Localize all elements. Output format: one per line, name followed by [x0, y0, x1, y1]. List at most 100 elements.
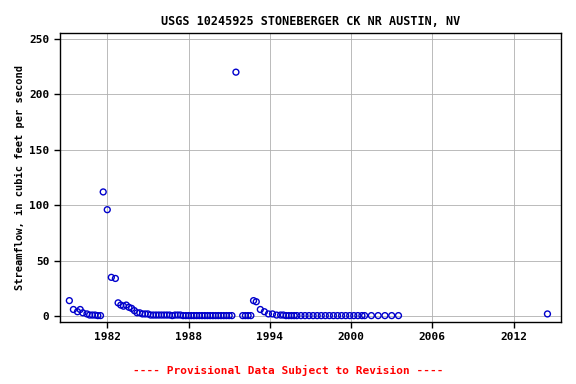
Point: [160, 312, 169, 318]
Point: [543, 311, 552, 317]
Point: [268, 311, 277, 317]
Point: [73, 309, 82, 315]
Point: [225, 313, 234, 319]
Point: [85, 312, 94, 318]
Point: [219, 313, 228, 319]
Point: [357, 313, 366, 319]
Point: [241, 313, 250, 319]
Point: [244, 313, 253, 319]
Title: USGS 10245925 STONEBERGER CK NR AUSTIN, NV: USGS 10245925 STONEBERGER CK NR AUSTIN, …: [161, 15, 460, 28]
Point: [238, 313, 247, 319]
Point: [217, 313, 226, 319]
Point: [65, 298, 74, 304]
Point: [232, 69, 241, 75]
Point: [203, 313, 212, 319]
Point: [75, 306, 85, 313]
Point: [135, 310, 145, 316]
Point: [149, 312, 158, 318]
Point: [272, 312, 281, 318]
Point: [337, 313, 346, 319]
Point: [154, 312, 164, 318]
Point: [367, 313, 376, 319]
Point: [190, 313, 199, 319]
Point: [249, 298, 258, 304]
Point: [146, 312, 155, 318]
Point: [301, 313, 310, 319]
Point: [127, 305, 137, 311]
Point: [246, 313, 255, 319]
Point: [329, 313, 338, 319]
Text: ---- Provisional Data Subject to Revision ----: ---- Provisional Data Subject to Revisio…: [132, 365, 444, 376]
Point: [168, 313, 177, 319]
Point: [195, 313, 204, 319]
Point: [290, 313, 299, 319]
Point: [93, 313, 103, 319]
Point: [113, 300, 123, 306]
Point: [122, 302, 131, 308]
Point: [206, 313, 215, 319]
Point: [141, 311, 150, 317]
Point: [296, 313, 305, 319]
Point: [333, 313, 342, 319]
Point: [284, 313, 293, 319]
Point: [132, 310, 142, 316]
Point: [69, 306, 78, 313]
Point: [143, 311, 153, 317]
Point: [138, 311, 147, 317]
Point: [317, 313, 326, 319]
Point: [192, 313, 201, 319]
Point: [394, 313, 403, 319]
Point: [103, 207, 112, 213]
Point: [276, 312, 285, 318]
Point: [130, 308, 139, 314]
Point: [349, 313, 358, 319]
Point: [98, 189, 108, 195]
Point: [260, 309, 269, 315]
Point: [162, 312, 172, 318]
Point: [264, 311, 273, 317]
Point: [292, 313, 301, 319]
Point: [111, 275, 120, 281]
Point: [228, 313, 237, 319]
Point: [209, 313, 218, 319]
Point: [305, 313, 314, 319]
Point: [252, 299, 261, 305]
Point: [200, 313, 210, 319]
Point: [184, 313, 193, 319]
Point: [124, 304, 134, 310]
Point: [287, 313, 296, 319]
Point: [181, 313, 191, 319]
Point: [321, 313, 330, 319]
Point: [353, 313, 362, 319]
Point: [157, 312, 166, 318]
Point: [82, 311, 92, 317]
Point: [222, 313, 231, 319]
Point: [282, 313, 291, 319]
Point: [380, 313, 389, 319]
Point: [165, 312, 174, 318]
Point: [119, 303, 128, 309]
Point: [374, 313, 383, 319]
Point: [214, 313, 223, 319]
Point: [198, 313, 207, 319]
Point: [341, 313, 350, 319]
Point: [211, 313, 220, 319]
Point: [88, 312, 97, 318]
Point: [360, 313, 369, 319]
Point: [173, 312, 183, 318]
Point: [387, 313, 396, 319]
Point: [309, 313, 318, 319]
Point: [313, 313, 322, 319]
Point: [96, 313, 105, 319]
Point: [170, 312, 180, 318]
Point: [279, 312, 288, 318]
Point: [325, 313, 334, 319]
Point: [116, 302, 126, 308]
Point: [78, 310, 88, 316]
Y-axis label: Streamflow, in cubic feet per second: Streamflow, in cubic feet per second: [15, 65, 25, 290]
Point: [256, 306, 265, 313]
Point: [151, 312, 161, 318]
Point: [345, 313, 354, 319]
Point: [107, 274, 116, 280]
Point: [176, 312, 185, 318]
